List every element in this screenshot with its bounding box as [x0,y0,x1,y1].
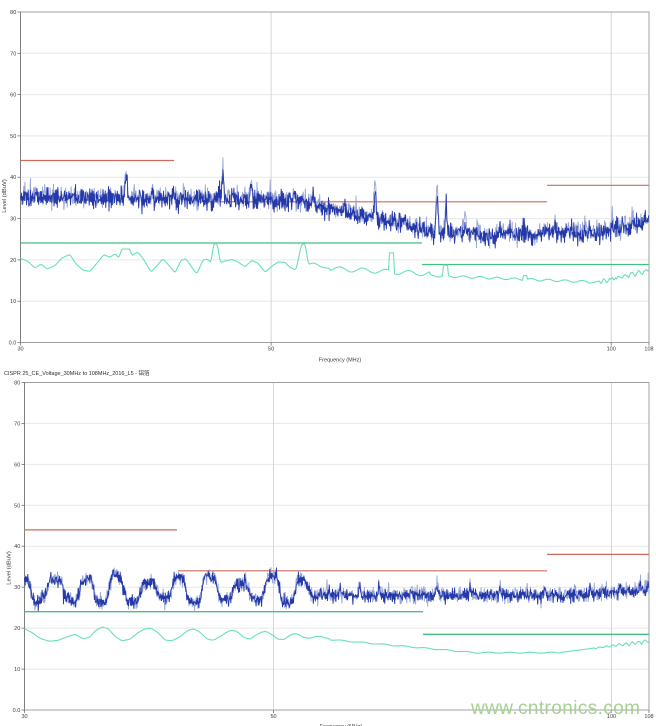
svg-text:20: 20 [14,626,20,632]
svg-text:Level (dBuV): Level (dBuV) [7,551,13,585]
svg-text:30: 30 [14,585,20,591]
svg-text:100: 100 [607,714,616,720]
svg-text:10: 10 [10,299,16,305]
svg-text:80: 80 [10,10,16,16]
svg-text:30: 30 [10,217,16,223]
svg-text:50: 50 [268,347,274,353]
svg-text:60: 60 [10,93,16,99]
svg-text:10: 10 [14,667,20,673]
svg-text:Frequency (MHz): Frequency (MHz) [319,358,362,364]
svg-text:CISPR 25_CE_Voltage_30MHz to 1: CISPR 25_CE_Voltage_30MHz to 108MHz_2016… [4,369,150,377]
svg-text:50: 50 [10,134,16,140]
svg-text:0.0: 0.0 [13,708,21,714]
svg-text:70: 70 [14,421,20,427]
svg-text:70: 70 [10,51,16,57]
svg-text:80: 80 [14,381,20,387]
svg-text:50: 50 [270,714,276,720]
svg-text:108: 108 [644,714,653,720]
svg-text:40: 40 [10,175,16,181]
svg-text:50: 50 [14,503,20,509]
svg-text:108: 108 [644,347,653,353]
svg-text:30: 30 [17,347,23,353]
svg-text:40: 40 [14,544,20,550]
svg-text:Frequency (MHz): Frequency (MHz) [320,724,363,726]
svg-text:100: 100 [607,347,616,353]
svg-text:60: 60 [14,462,20,468]
svg-text:Level (dBuV): Level (dBuV) [2,179,8,213]
svg-text:30: 30 [21,714,27,720]
svg-text:0.0: 0.0 [9,341,17,347]
svg-text:20: 20 [10,258,16,264]
svg-text:www.cntronics.com: www.cntronics.com [470,698,640,719]
